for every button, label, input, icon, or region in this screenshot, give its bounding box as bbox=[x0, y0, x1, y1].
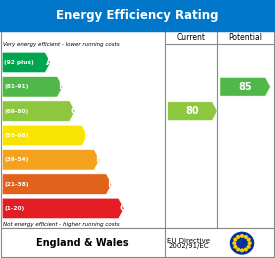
Text: (55-68): (55-68) bbox=[4, 133, 29, 138]
Circle shape bbox=[237, 248, 240, 251]
Text: 80: 80 bbox=[186, 106, 199, 116]
Circle shape bbox=[230, 232, 254, 254]
Circle shape bbox=[234, 238, 237, 241]
Text: (39-54): (39-54) bbox=[4, 157, 29, 162]
Circle shape bbox=[234, 246, 237, 248]
Text: (1-20): (1-20) bbox=[4, 206, 25, 211]
Circle shape bbox=[247, 246, 250, 248]
Text: (21-38): (21-38) bbox=[4, 182, 29, 187]
Text: 2002/91/EC: 2002/91/EC bbox=[168, 243, 209, 249]
Polygon shape bbox=[2, 101, 75, 121]
Text: (81-91): (81-91) bbox=[4, 84, 29, 89]
Polygon shape bbox=[2, 150, 100, 170]
Text: B: B bbox=[58, 82, 65, 91]
Bar bbox=[0, 0, 275, 31]
Polygon shape bbox=[220, 78, 270, 96]
Polygon shape bbox=[2, 198, 124, 219]
Circle shape bbox=[244, 248, 247, 251]
Text: 85: 85 bbox=[238, 82, 252, 92]
Text: Current: Current bbox=[177, 33, 206, 42]
Polygon shape bbox=[168, 102, 217, 120]
Text: C: C bbox=[70, 107, 77, 116]
Polygon shape bbox=[2, 77, 63, 97]
Text: Energy Efficiency Rating: Energy Efficiency Rating bbox=[56, 9, 219, 22]
Bar bbox=[1, 31, 274, 228]
Text: A: A bbox=[46, 58, 53, 67]
Circle shape bbox=[248, 242, 251, 245]
Circle shape bbox=[241, 249, 243, 252]
Circle shape bbox=[244, 236, 247, 238]
Polygon shape bbox=[2, 174, 112, 194]
Circle shape bbox=[247, 238, 250, 241]
Text: G: G bbox=[119, 204, 127, 213]
Bar bbox=[1, 228, 274, 257]
Text: (92 plus): (92 plus) bbox=[4, 60, 34, 65]
Text: Potential: Potential bbox=[229, 33, 262, 42]
Text: England & Wales: England & Wales bbox=[36, 238, 129, 248]
Text: Not energy efficient - higher running costs: Not energy efficient - higher running co… bbox=[3, 222, 120, 227]
Circle shape bbox=[233, 242, 236, 245]
Text: (69-80): (69-80) bbox=[4, 109, 29, 114]
Polygon shape bbox=[2, 125, 87, 146]
Circle shape bbox=[241, 235, 243, 237]
Text: D: D bbox=[83, 131, 90, 140]
Text: EU Directive: EU Directive bbox=[167, 238, 210, 244]
Text: F: F bbox=[107, 180, 113, 189]
Text: E: E bbox=[95, 155, 101, 164]
Polygon shape bbox=[2, 52, 51, 73]
Circle shape bbox=[237, 236, 240, 238]
Text: Very energy efficient - lower running costs: Very energy efficient - lower running co… bbox=[3, 42, 120, 47]
